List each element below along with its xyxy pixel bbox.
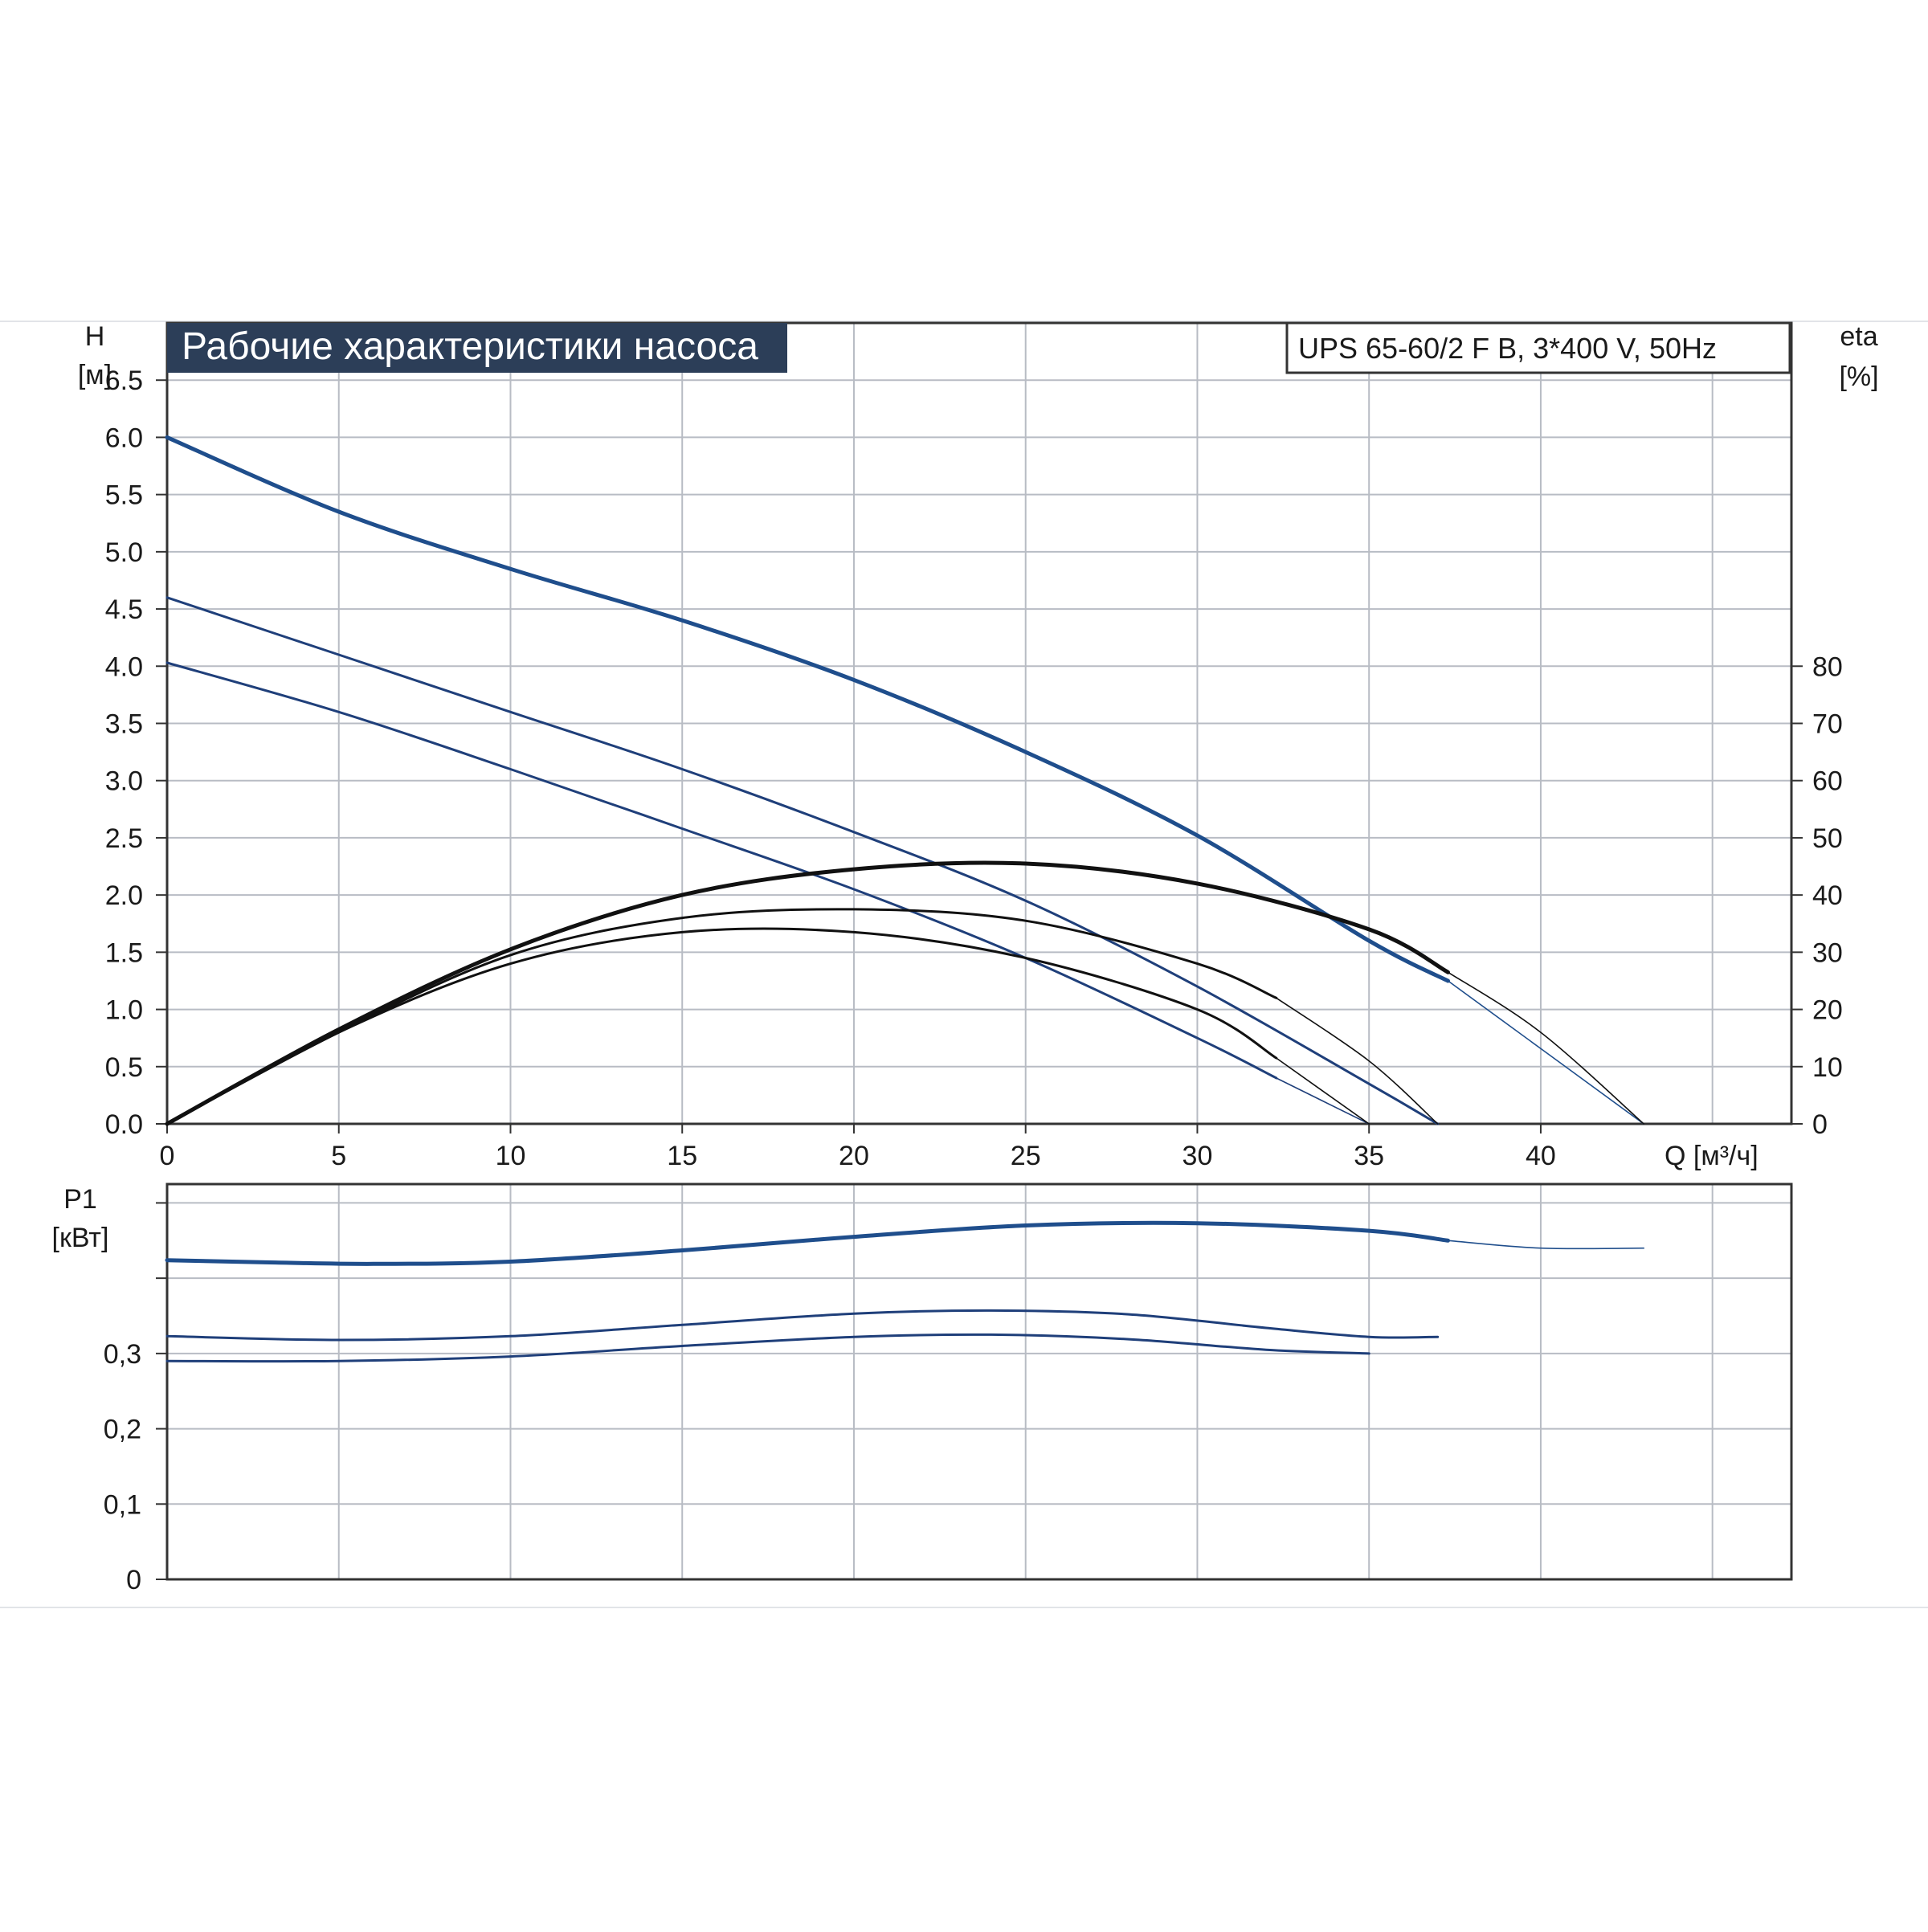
y-tick-label: 5.5 xyxy=(105,480,143,511)
x-tick-label: 5 xyxy=(331,1141,346,1171)
y2-tick-label: 80 xyxy=(1812,651,1843,682)
y-axis-label-symbol: H xyxy=(85,321,105,352)
y-tick-label: 4.0 xyxy=(105,651,143,682)
y-tick-label: 0.5 xyxy=(105,1052,143,1083)
y-tick-label: 5.0 xyxy=(105,537,143,568)
head-curve-high-extension xyxy=(1447,980,1644,1125)
power-y-tick-label: 0,3 xyxy=(104,1339,141,1370)
title-box xyxy=(167,323,787,373)
efficiency-curve-low-extension xyxy=(1276,1057,1370,1125)
y-tick-label: 4.5 xyxy=(105,594,143,625)
y-tick-label: 3.5 xyxy=(105,709,143,740)
y-tick-label: 0.0 xyxy=(105,1109,143,1140)
head-curve-medium xyxy=(165,596,1440,1125)
model-label: UPS 65-60/2 F B, 3*400 V, 50Hz xyxy=(1298,332,1717,365)
x-tick-label: 35 xyxy=(1354,1141,1384,1171)
y-tick-label: 2.0 xyxy=(105,880,143,911)
x-tick-label: 0 xyxy=(160,1141,175,1171)
power-axis-label-symbol: P1 xyxy=(63,1184,97,1215)
y-axis-label-unit: [м] xyxy=(78,360,112,390)
y-tick-label: 1.5 xyxy=(105,937,143,968)
power-plot-frame xyxy=(165,1182,1793,1581)
power-y-tick-label: 0,1 xyxy=(104,1489,141,1520)
x-tick-label: 25 xyxy=(1011,1141,1041,1171)
power-curve-low xyxy=(165,1333,1370,1363)
power-y-tick-label: 0 xyxy=(126,1565,141,1595)
model-box xyxy=(1285,321,1791,374)
x-tick-label: 30 xyxy=(1183,1141,1213,1171)
power-curve-high xyxy=(165,1220,1450,1266)
y2-tick-label: 60 xyxy=(1812,766,1843,797)
head-efficiency-curves xyxy=(165,435,1644,1126)
head-curve-low-extension xyxy=(1276,1077,1370,1125)
y2-tick-label: 30 xyxy=(1812,937,1843,968)
power-plot-grid xyxy=(166,1184,1791,1580)
efficiency-curve-medium-extension xyxy=(1276,997,1439,1125)
efficiency-curve-high-extension xyxy=(1447,971,1644,1125)
x-axis-label: Q [м³/ч] xyxy=(1665,1141,1758,1171)
y2-tick-label: 50 xyxy=(1812,823,1843,854)
y2-axis-label-unit: [%] xyxy=(1839,361,1878,392)
y-tick-label: 1.0 xyxy=(105,995,143,1026)
y-tick-label: 6.5 xyxy=(105,366,143,396)
x-tick-label: 15 xyxy=(667,1141,697,1171)
y2-tick-label: 20 xyxy=(1812,995,1843,1026)
head-curve-low xyxy=(165,661,1278,1080)
x-tick-label: 40 xyxy=(1526,1141,1556,1171)
head-plot-grid xyxy=(166,323,1791,1125)
power-y-tick-label: 0,2 xyxy=(104,1415,141,1445)
efficiency-curve-high xyxy=(165,860,1450,1126)
y-tick-label: 3.0 xyxy=(105,766,143,797)
tick-labels: 0.0 0.5 1.0 1.5 2.0 2.5 3.0 3.5 4.0 4.5 5.0 5.5 6.0 6… xyxy=(104,366,1843,1595)
y2-tick-label: 0 xyxy=(1812,1109,1828,1140)
power-curve-medium xyxy=(165,1309,1440,1342)
y-tick-label: 2.5 xyxy=(105,823,143,854)
power-curve-high-extension xyxy=(1447,1240,1644,1250)
y2-tick-label: 40 xyxy=(1812,880,1843,911)
power-curves xyxy=(165,1220,1644,1363)
head-curve-high xyxy=(165,435,1450,983)
x-tick-label: 10 xyxy=(496,1141,526,1171)
power-axis-label-unit: [кВт] xyxy=(52,1223,109,1253)
chart-title: Рабочие характеристики насоса xyxy=(182,325,758,368)
y2-tick-label: 70 xyxy=(1812,709,1843,740)
y-tick-label: 6.0 xyxy=(105,423,143,453)
x-tick-label: 20 xyxy=(839,1141,869,1171)
y2-tick-label: 10 xyxy=(1812,1052,1843,1083)
y2-axis-label-symbol: eta xyxy=(1840,321,1877,352)
efficiency-curve-low xyxy=(165,927,1278,1125)
